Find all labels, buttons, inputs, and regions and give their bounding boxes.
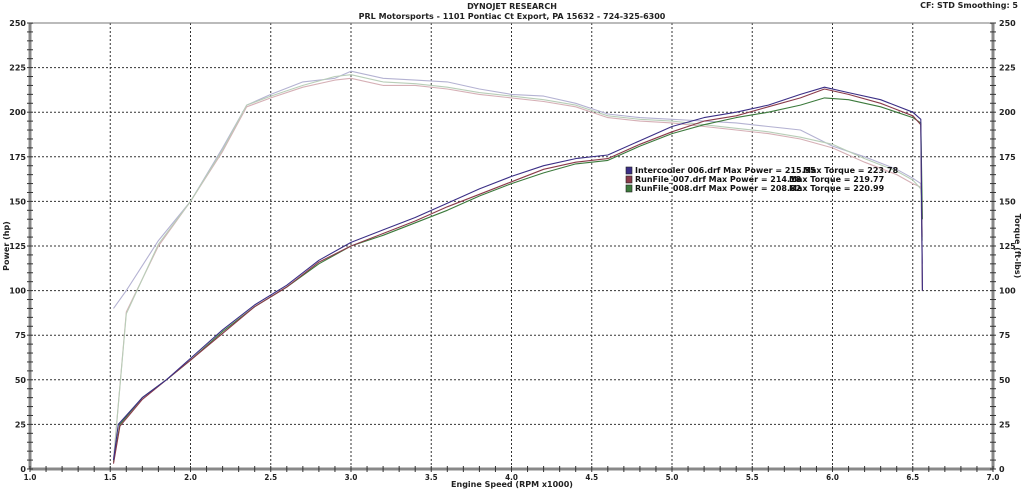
right-tick-label: 100 [999, 287, 1016, 296]
left-tick-label: 50 [15, 376, 27, 385]
right-tick-label: 125 [999, 242, 1016, 251]
right-axis-title: Torque (ft-lbs) [1013, 214, 1022, 279]
x-tick-label: 5.5 [746, 473, 759, 482]
legend: Intercooler 006.drf Max Power = 215.55Ma… [625, 166, 899, 193]
left-axis-title: Power (hp) [2, 221, 11, 271]
x-tick-label: 2.5 [264, 473, 277, 482]
power-curve [112, 97, 923, 462]
left-tick-label: 125 [9, 242, 26, 251]
x-tick-label: 4.0 [505, 473, 518, 482]
chart-subtitle: PRL Motorsports - 1101 Pontiac Ct Export… [358, 12, 666, 21]
left-tick-label: 225 [9, 64, 26, 73]
x-tick-label: 3.5 [425, 473, 438, 482]
legend-torque: Max Torque = 223.78 [803, 166, 899, 175]
legend-entry: RunFile_007.drf Max Power = 214.18 [635, 175, 802, 184]
series-lines [112, 70, 923, 464]
right-tick-label: 50 [999, 376, 1011, 385]
chart-title: DYNOJET RESEARCH [467, 2, 557, 11]
x-tick-label: 5.0 [666, 473, 679, 482]
x-tick-label: 6.0 [826, 473, 839, 482]
legend-torque: Max Torque = 219.77 [789, 175, 884, 184]
torque-curve [112, 74, 923, 461]
legend-entry: RunFile_008.drf Max Power = 208.82 [635, 184, 801, 193]
x-tick-label: 1.5 [104, 473, 117, 482]
legend-entry: Intercooler 006.drf Max Power = 215.55 [635, 166, 816, 175]
right-tick-label: 25 [999, 420, 1011, 429]
grid-lines [30, 23, 993, 469]
x-tick-label: 1.0 [24, 473, 37, 482]
left-tick-label: 200 [9, 108, 26, 117]
right-tick-label: 200 [999, 108, 1016, 117]
legend-swatch [625, 175, 633, 184]
legend-swatch [625, 184, 633, 193]
correction-factor-info: CF: STD Smoothing: 5 [920, 1, 1018, 10]
x-tick-label: 4.5 [585, 473, 598, 482]
right-tick-label: 250 [999, 19, 1016, 28]
legend-swatch [625, 166, 633, 175]
axis-ticks: 0 0 25 25 50 50 75 75 100 100 125 125 150 150 175 175 20… [9, 19, 1016, 482]
left-tick-label: 25 [15, 420, 27, 429]
right-tick-label: 150 [999, 197, 1016, 206]
torque-curve [112, 77, 923, 461]
left-tick-label: 100 [9, 287, 26, 296]
left-tick-label: 175 [9, 153, 26, 162]
x-tick-label: 6.5 [906, 473, 919, 482]
left-tick-label: 250 [9, 19, 26, 28]
right-tick-label: 175 [999, 153, 1016, 162]
right-tick-label: 75 [999, 331, 1011, 340]
x-tick-label: 3.0 [345, 473, 358, 482]
left-tick-label: 150 [9, 197, 26, 206]
x-tick-label: 2.0 [184, 473, 197, 482]
power-curve [112, 88, 923, 464]
left-tick-label: 75 [15, 331, 27, 340]
power-curve [112, 86, 923, 461]
legend-torque: Max Torque = 220.99 [789, 184, 885, 193]
x-tick-label: 7.0 [987, 473, 1000, 482]
left-tick-label: 0 [20, 465, 26, 474]
right-tick-label: 0 [999, 465, 1005, 474]
x-axis-title: Engine Speed (RPM x1000) [451, 480, 573, 489]
right-tick-label: 225 [999, 64, 1016, 73]
